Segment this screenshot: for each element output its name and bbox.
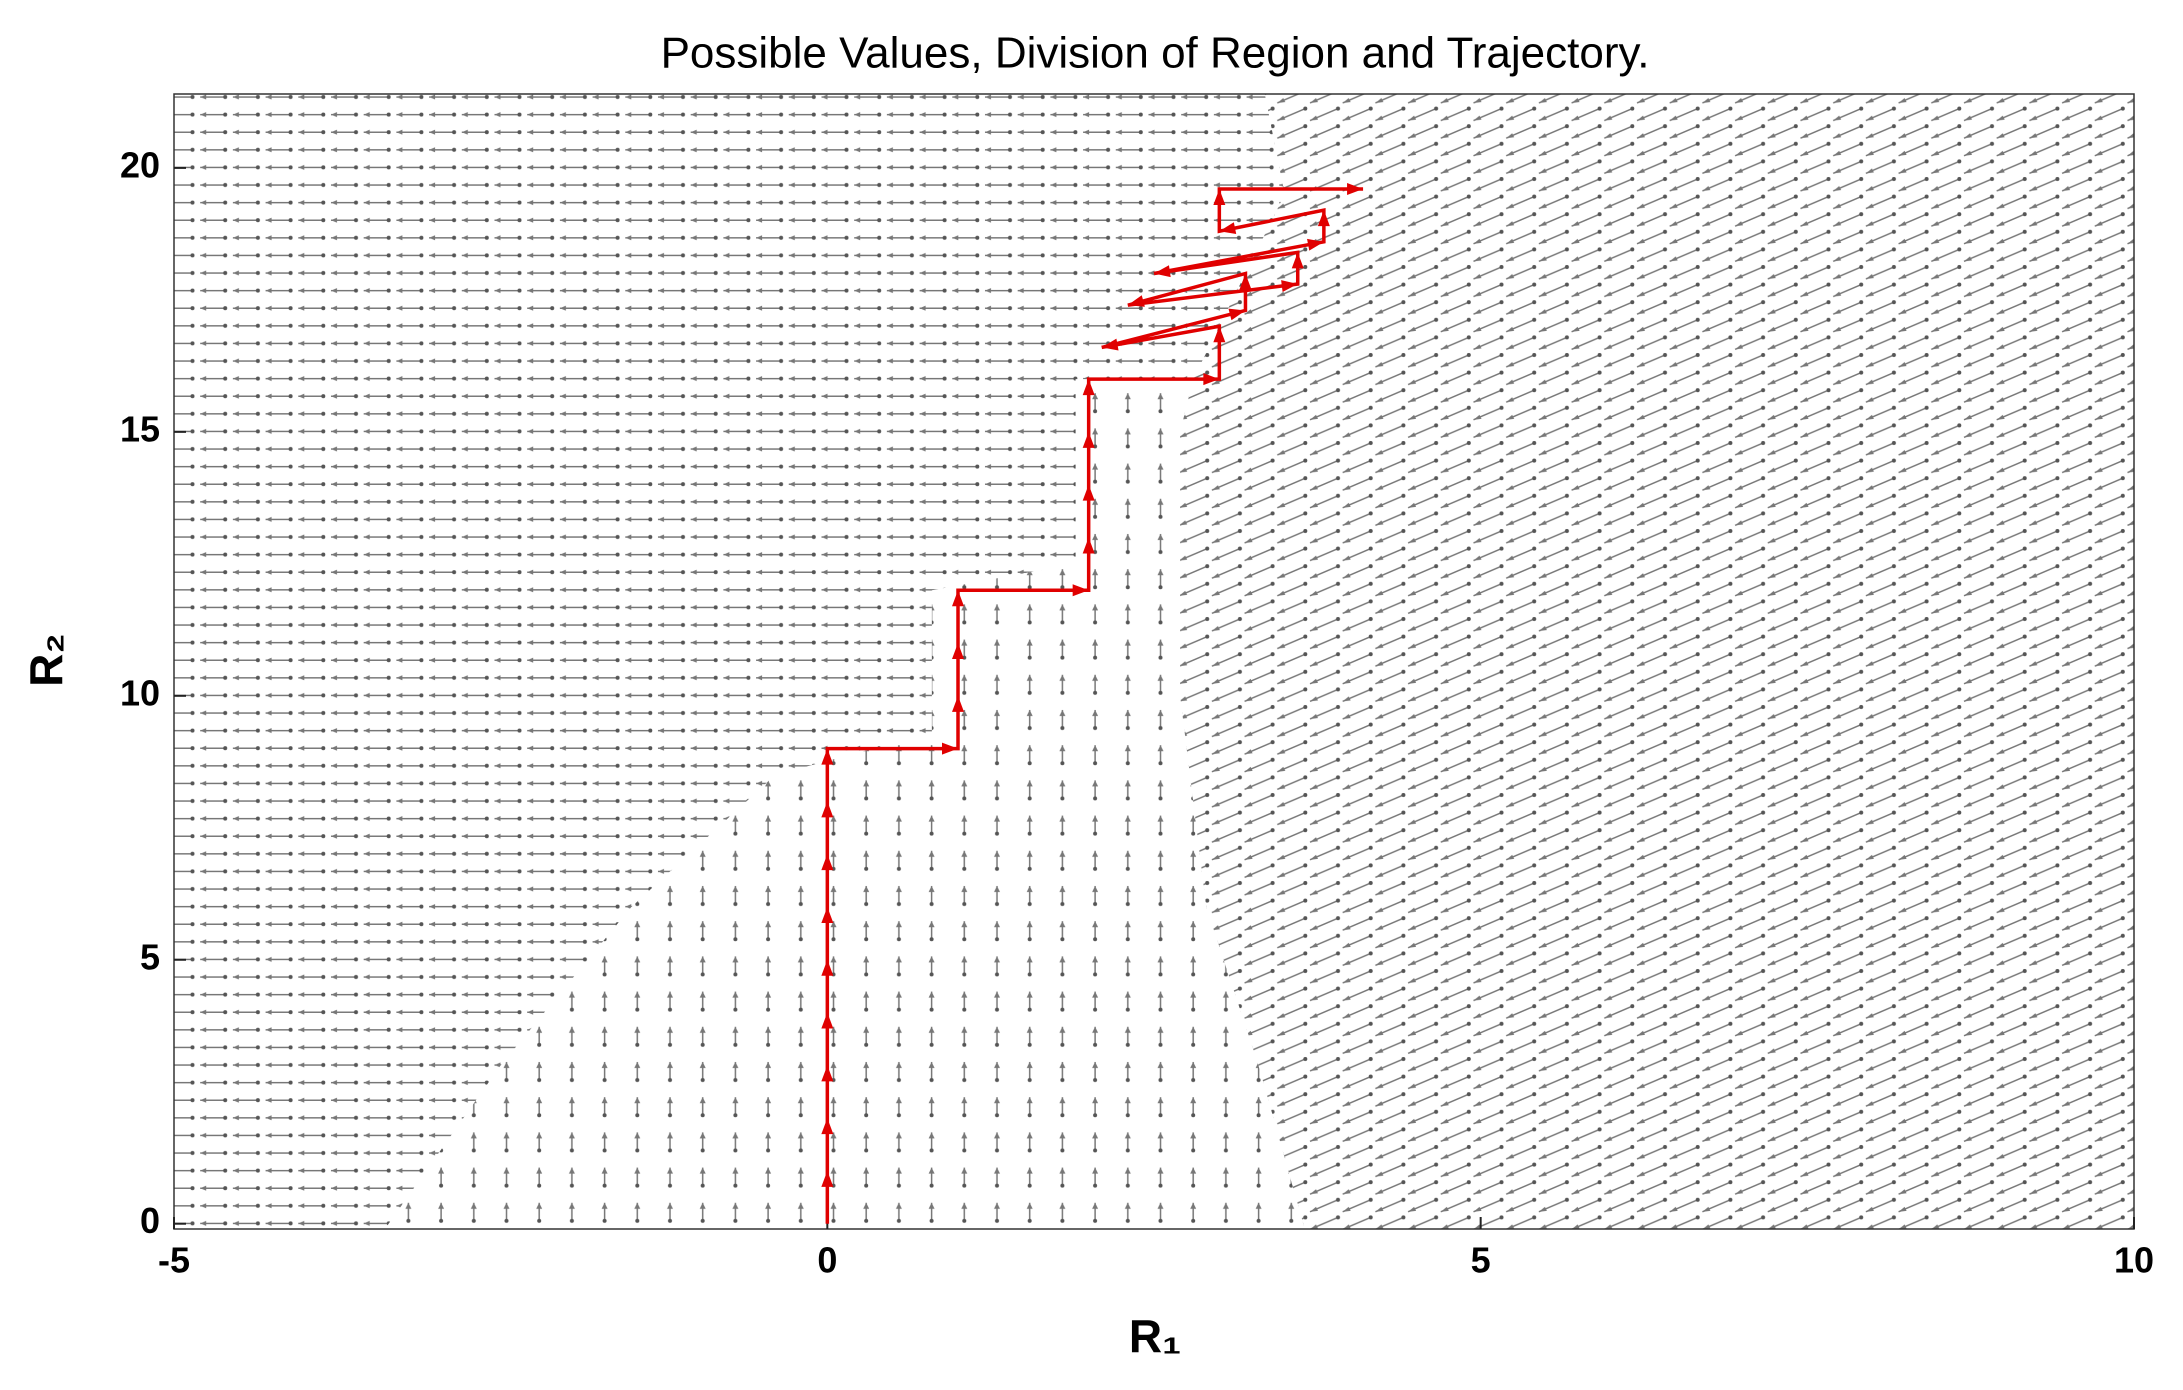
x-tick-label: 10 <box>2114 1240 2154 1281</box>
trajectory <box>825 187 1364 1224</box>
x-axis-label: R₁ <box>1129 1310 1181 1362</box>
trajectory-arrowhead <box>821 1170 834 1187</box>
trajectory-arrowhead <box>1219 222 1237 234</box>
trajectory-arrowhead <box>1082 431 1095 448</box>
trajectory-arrowhead <box>1239 273 1252 290</box>
trajectory-arrowhead <box>1154 265 1171 278</box>
chart-title: Possible Values, Division of Region and … <box>661 29 1650 78</box>
trajectory-arrowhead <box>1127 295 1145 307</box>
plot-frame <box>173 93 2135 1230</box>
trajectory-arrowhead <box>821 906 834 923</box>
y-tick-label: 15 <box>120 408 160 449</box>
y-tick-label: 10 <box>120 672 160 713</box>
trajectory-arrowhead <box>952 590 964 607</box>
trajectory-arrowhead <box>1082 537 1095 554</box>
trajectory-arrowhead <box>952 643 964 660</box>
trajectory-arrowhead <box>1281 280 1298 292</box>
y-axis-label: R₂ <box>20 633 72 687</box>
trajectory-arrowhead <box>821 959 834 976</box>
trajectory-arrowhead <box>1228 308 1246 321</box>
trajectory-arrowhead <box>1317 210 1330 227</box>
trajectory-arrowhead <box>1072 584 1089 597</box>
trajectory-arrowhead <box>821 748 834 765</box>
field-diag <box>1180 94 2134 1229</box>
y-tick-label: 0 <box>140 1200 160 1241</box>
trajectory-arrowhead <box>952 695 964 712</box>
trajectory-arrowhead <box>821 1118 834 1135</box>
trajectory-arrowhead <box>821 1012 834 1029</box>
x-tick-label: -5 <box>158 1240 190 1281</box>
x-tick-label: 0 <box>817 1240 837 1281</box>
x-tick-label: 5 <box>1471 1240 1491 1281</box>
y-tick-label: 5 <box>140 936 160 977</box>
trajectory-arrowhead <box>1213 326 1226 343</box>
trajectory-arrowhead <box>1101 338 1119 351</box>
trajectory-arrowhead <box>821 801 834 818</box>
trajectory-arrowhead <box>942 742 958 755</box>
trajectory-arrowhead <box>821 854 834 871</box>
trajectory-arrowhead <box>1307 238 1324 251</box>
trajectory-arrowhead <box>1347 183 1364 196</box>
vector-field <box>174 94 2134 1229</box>
trajectory-arrowhead <box>1203 373 1220 386</box>
trajectory-arrowhead <box>1082 379 1095 396</box>
trajectory-arrowhead <box>821 1065 834 1082</box>
trajectory-arrowhead <box>1082 484 1095 501</box>
y-tick-label: 20 <box>120 144 160 185</box>
trajectory-arrowhead <box>1213 189 1226 206</box>
trajectory-arrowhead <box>1291 252 1304 269</box>
